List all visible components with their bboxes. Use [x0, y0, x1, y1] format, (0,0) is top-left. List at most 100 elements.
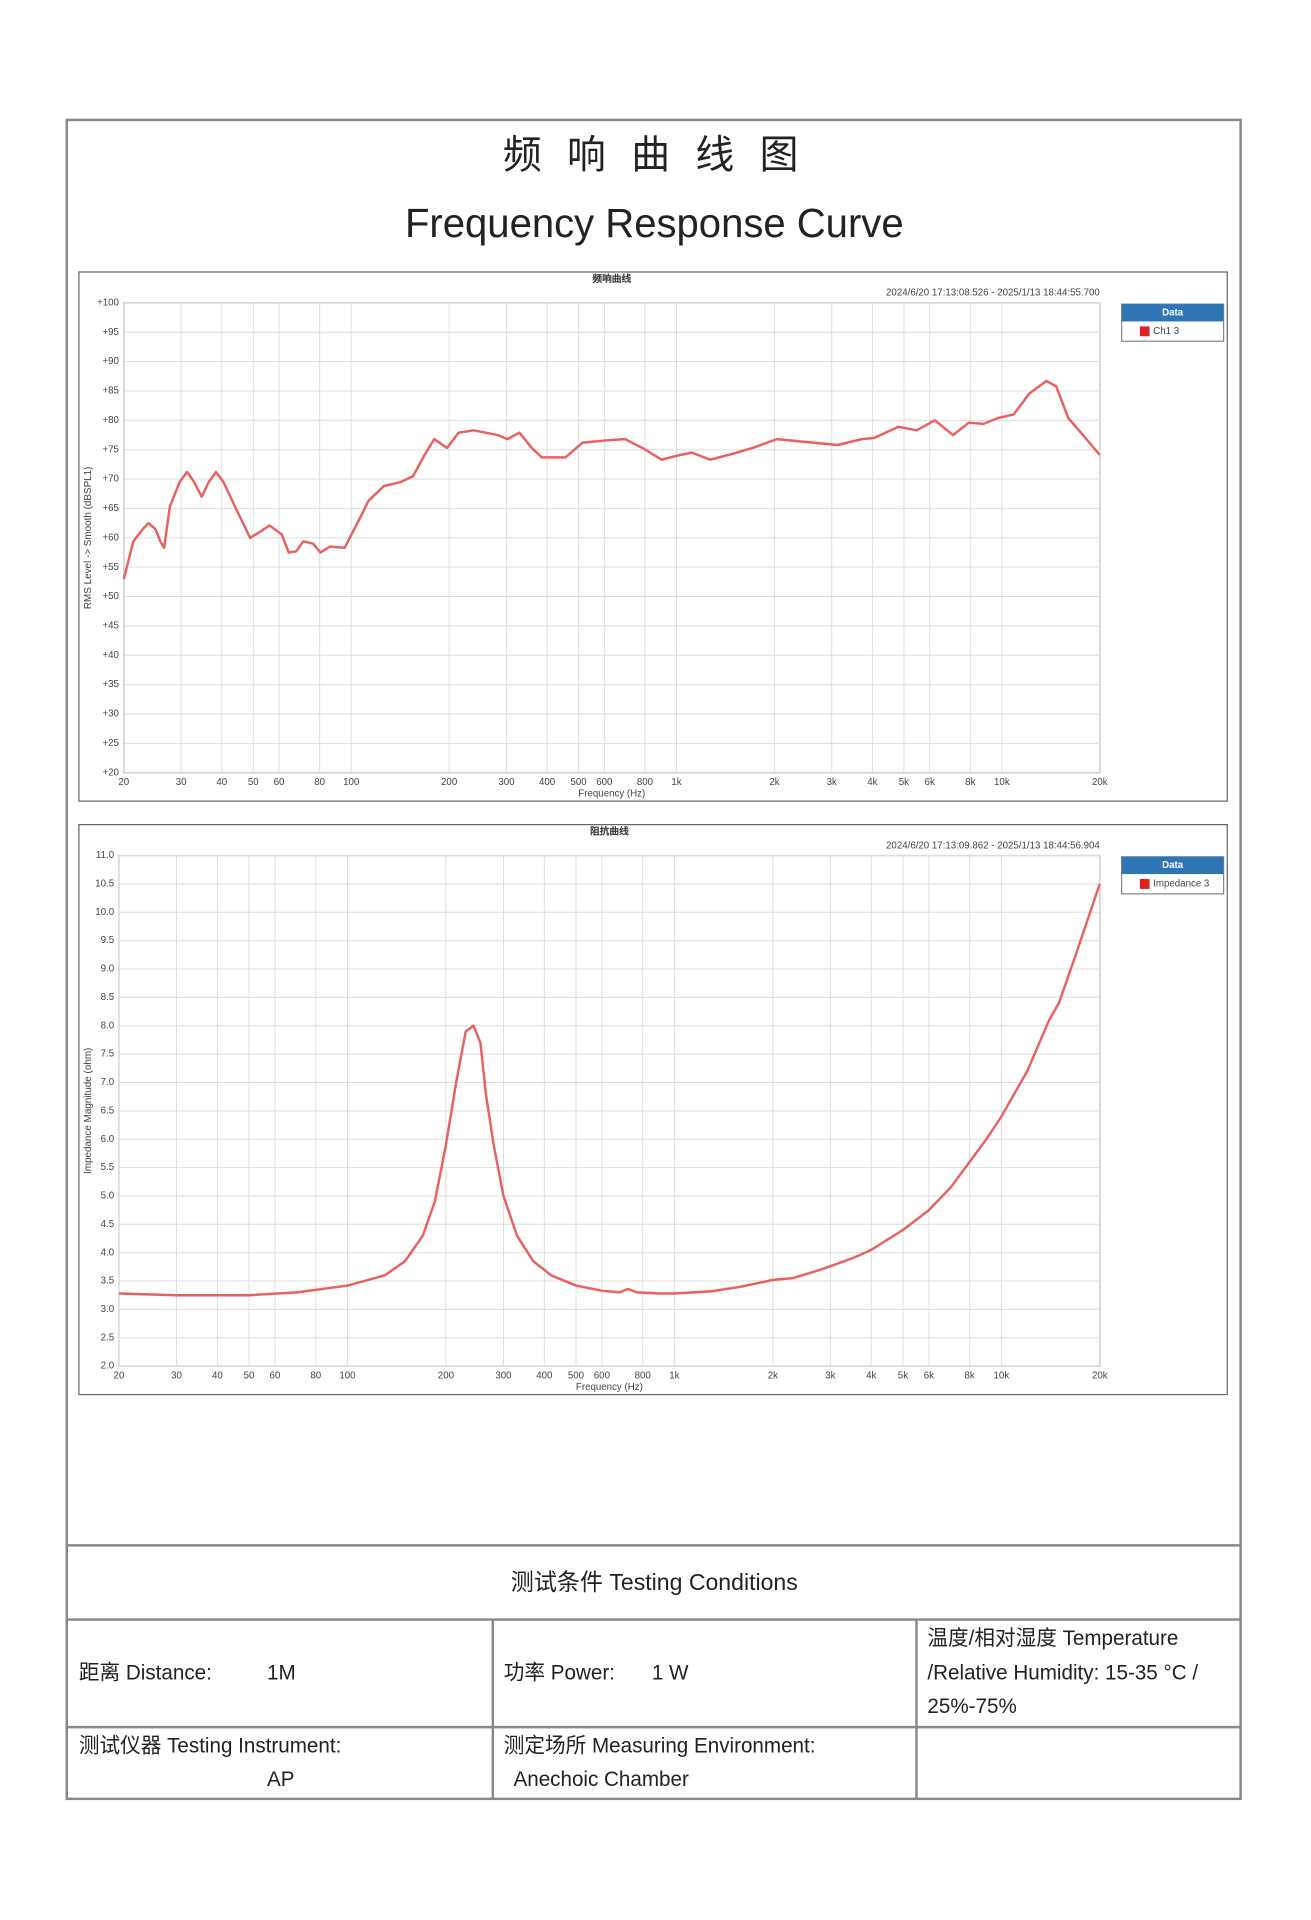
x-tick-label: 1k [669, 1371, 679, 1382]
y-tick-label: +30 [102, 709, 119, 720]
chart-title: 阻抗曲线 [590, 825, 629, 838]
x-tick-label: 6k [924, 1371, 934, 1382]
legend-header [1121, 304, 1224, 322]
legend-title: Data [1162, 307, 1184, 318]
cell-value: 1 W [652, 1661, 689, 1684]
x-tick-label: 40 [212, 1371, 223, 1382]
chart-subtitle: 2024/6/20 17:13:08.526 - 2025/1/13 18:44… [886, 288, 1100, 299]
data-line [122, 379, 1101, 580]
y-tick-label: +40 [102, 650, 119, 661]
cell-value: Anechoic Chamber [513, 1768, 688, 1791]
y-tick-label: +60 [102, 532, 119, 543]
x-tick-label: 20k [1092, 777, 1108, 788]
y-tick-label: +75 [102, 444, 119, 455]
y-tick-label: 8.5 [101, 992, 115, 1003]
y-tick-label: 2.0 [101, 1361, 115, 1372]
x-tick-label: 60 [270, 1371, 281, 1382]
x-tick-label: 80 [310, 1371, 321, 1382]
x-axis-label: Frequency (Hz) [578, 788, 645, 799]
cell-line: 25%-75% [927, 1695, 1016, 1718]
y-tick-label: +25 [102, 738, 119, 749]
y-axis-label: Impedance Magnitude (ohm) [83, 1048, 94, 1174]
x-tick-label: 40 [216, 777, 227, 788]
x-tick-label: 30 [171, 1371, 182, 1382]
y-tick-label: +85 [102, 386, 119, 397]
x-tick-label: 10k [994, 777, 1010, 788]
cell-value: 1M [267, 1661, 296, 1684]
chart-subtitle: 2024/6/20 17:13:09.862 - 2025/1/13 18:44… [886, 840, 1100, 851]
y-tick-label: +50 [102, 591, 119, 602]
y-tick-label: +70 [102, 474, 119, 485]
x-tick-label: 600 [596, 777, 613, 788]
y-tick-label: 6.5 [101, 1105, 115, 1116]
chart-title: 频响曲线 [592, 272, 631, 285]
x-tick-label: 800 [635, 1371, 652, 1382]
y-tick-label: 7.0 [101, 1077, 115, 1088]
x-tick-label: 50 [244, 1371, 255, 1382]
data-line [118, 883, 1101, 1297]
page-border [65, 118, 1242, 1801]
title-en: Frequency Response Curve [405, 200, 904, 246]
legend-swatch [1139, 879, 1150, 889]
y-tick-label: 11.0 [96, 850, 115, 861]
x-tick-label: 5k [898, 1371, 908, 1382]
cell-label: 测试仪器 Testing Instrument: [79, 1734, 341, 1757]
y-tick-label: 3.0 [101, 1304, 115, 1315]
y-axis-label: RMS Level -> Smooth (dBSPL1) [83, 466, 94, 609]
table-heading: 测试条件 Testing Conditions [511, 1569, 798, 1595]
x-tick-label: 600 [594, 1371, 611, 1382]
legend-header [1121, 856, 1224, 875]
cell-line: /Relative Humidity: 15-35 °C / [927, 1661, 1198, 1684]
y-tick-label: 7.5 [101, 1049, 115, 1060]
y-tick-label: +65 [102, 503, 119, 514]
y-tick-label: +45 [102, 620, 119, 631]
x-tick-label: 3k [825, 1371, 835, 1382]
y-tick-label: 3.5 [101, 1276, 115, 1287]
x-tick-label: 8k [965, 777, 975, 788]
y-tick-label: 5.5 [101, 1162, 115, 1173]
y-tick-label: +90 [102, 356, 119, 367]
y-tick-label: 6.0 [101, 1134, 115, 1145]
y-tick-label: 8.0 [101, 1020, 115, 1031]
x-tick-label: 300 [495, 1371, 512, 1382]
y-tick-label: 5.0 [101, 1190, 115, 1201]
x-tick-label: 50 [248, 777, 259, 788]
y-tick-label: 10.5 [95, 878, 114, 889]
x-tick-label: 400 [539, 777, 556, 788]
cell-line: 温度/相对湿度 Temperature [927, 1627, 1178, 1650]
legend-label: Impedance 3 [1153, 879, 1210, 890]
x-tick-label: 500 [568, 1371, 585, 1382]
y-tick-label: +20 [102, 767, 119, 778]
x-tick-label: 500 [570, 777, 587, 788]
cell-label: 距离 Distance: [79, 1661, 212, 1684]
x-tick-label: 6k [925, 777, 935, 788]
x-tick-label: 100 [339, 1371, 356, 1382]
legend-label: Ch1 3 [1153, 326, 1179, 337]
legend-title: Data [1162, 860, 1184, 871]
x-tick-label: 2k [768, 1371, 778, 1382]
x-tick-label: 3k [827, 777, 837, 788]
x-tick-label: 200 [441, 777, 458, 788]
y-tick-label: 10.0 [95, 907, 114, 918]
x-tick-label: 800 [637, 777, 654, 788]
cell-label: 功率 Power: [504, 1661, 615, 1684]
x-tick-label: 20 [118, 777, 129, 788]
y-tick-label: 9.5 [101, 935, 115, 946]
x-axis-label: Frequency (Hz) [576, 1382, 643, 1393]
x-tick-label: 2k [769, 777, 779, 788]
y-tick-label: 4.5 [101, 1219, 115, 1230]
y-tick-label: 2.5 [101, 1332, 115, 1343]
y-tick-label: +80 [102, 415, 119, 426]
cell-value: AP [267, 1768, 295, 1791]
y-tick-label: 4.0 [101, 1247, 115, 1258]
x-tick-label: 20k [1092, 1371, 1108, 1382]
x-tick-label: 60 [274, 777, 285, 788]
x-tick-label: 300 [498, 777, 515, 788]
title-cn: 频 响 曲 线 图 [503, 134, 806, 177]
legend-swatch [1139, 326, 1150, 337]
x-tick-label: 400 [536, 1371, 553, 1382]
y-tick-label: 9.0 [101, 964, 115, 975]
x-tick-label: 20 [114, 1371, 125, 1382]
